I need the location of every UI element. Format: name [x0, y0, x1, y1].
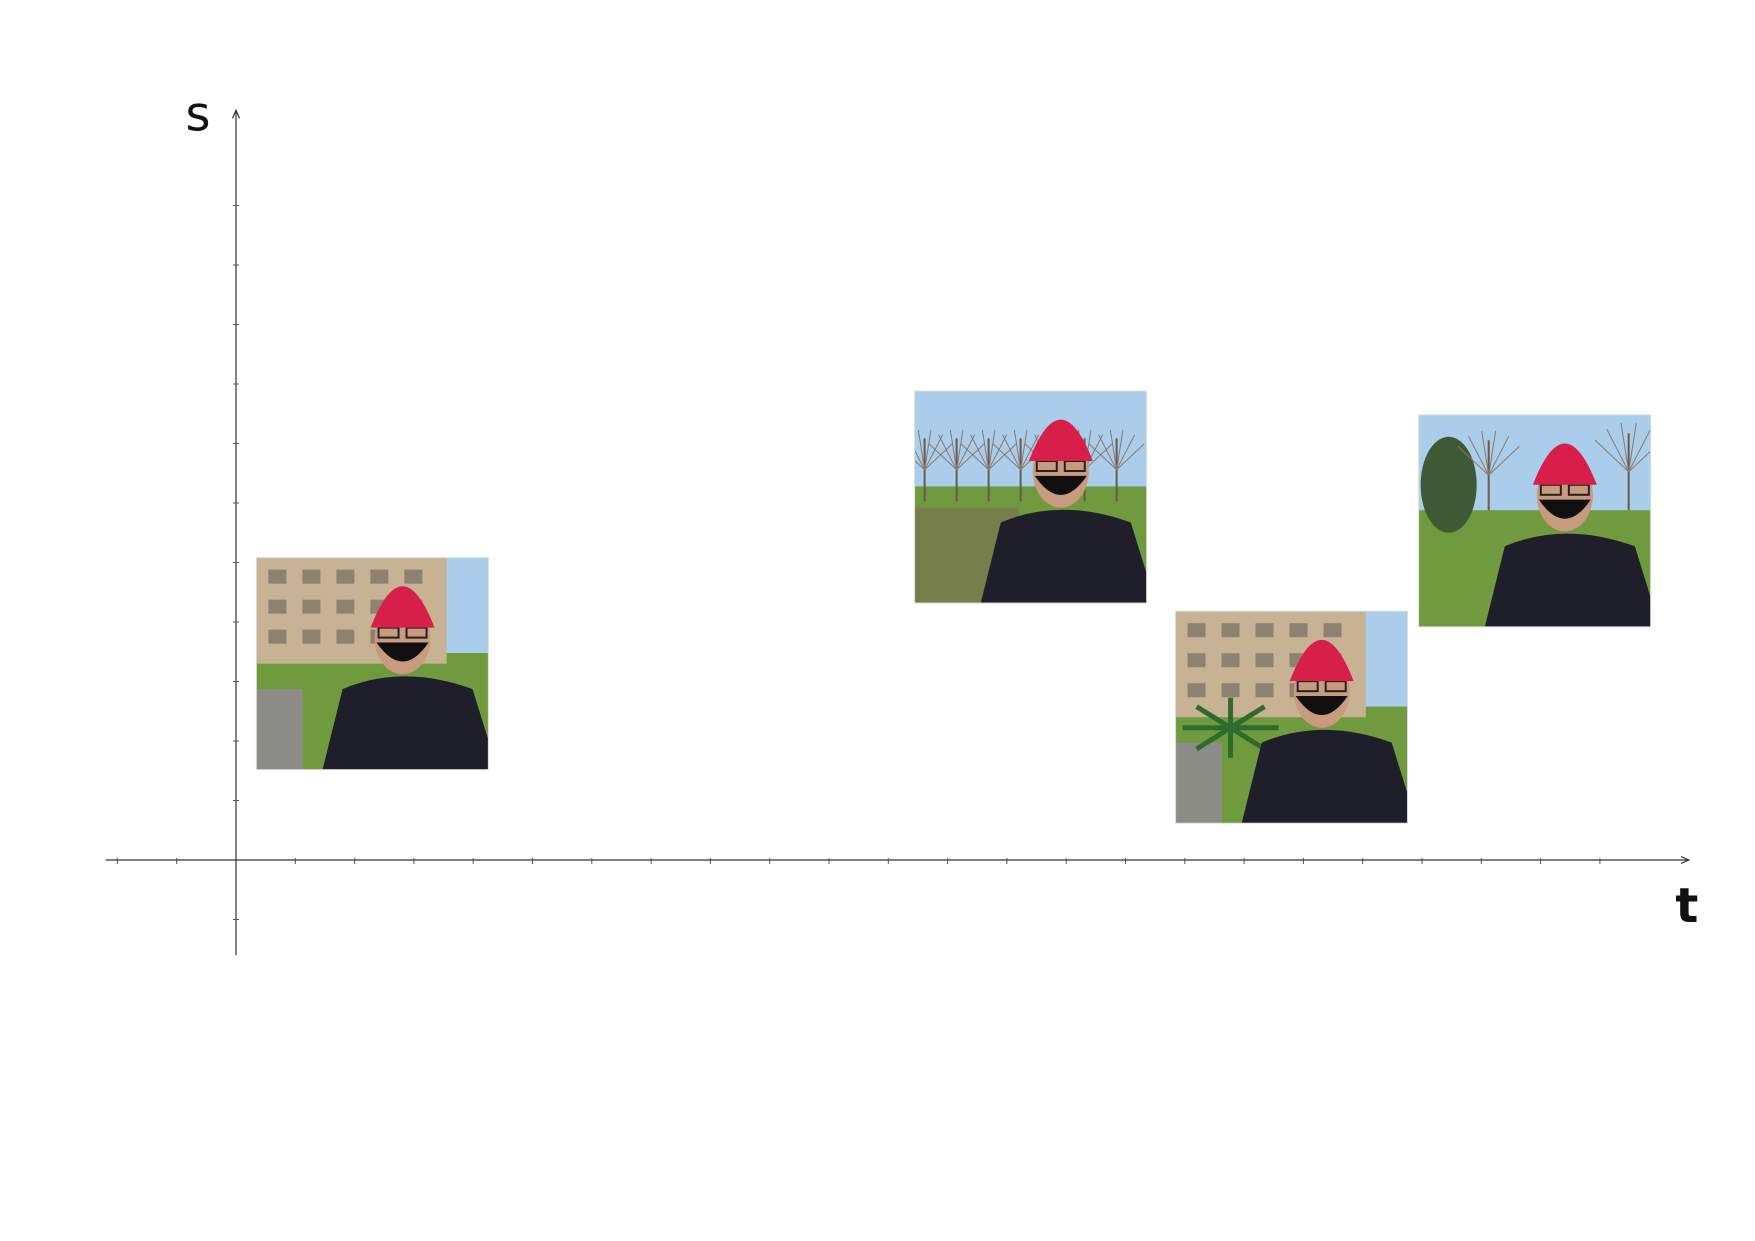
y-axis-label: s: [185, 86, 210, 142]
x-axis-label: t: [1675, 878, 1698, 934]
person-red-beanie-palm-icon: [1175, 610, 1409, 824]
person-red-beanie-building-icon: [255, 557, 489, 771]
axes: s t: [105, 86, 1698, 956]
person-red-beanie-bushes-icon: [914, 390, 1148, 604]
y-ticks: [233, 205, 239, 920]
data-points: [255, 390, 1652, 824]
x-ticks: [116, 858, 1601, 864]
person-red-beanie-lawn-icon: [1418, 414, 1652, 628]
